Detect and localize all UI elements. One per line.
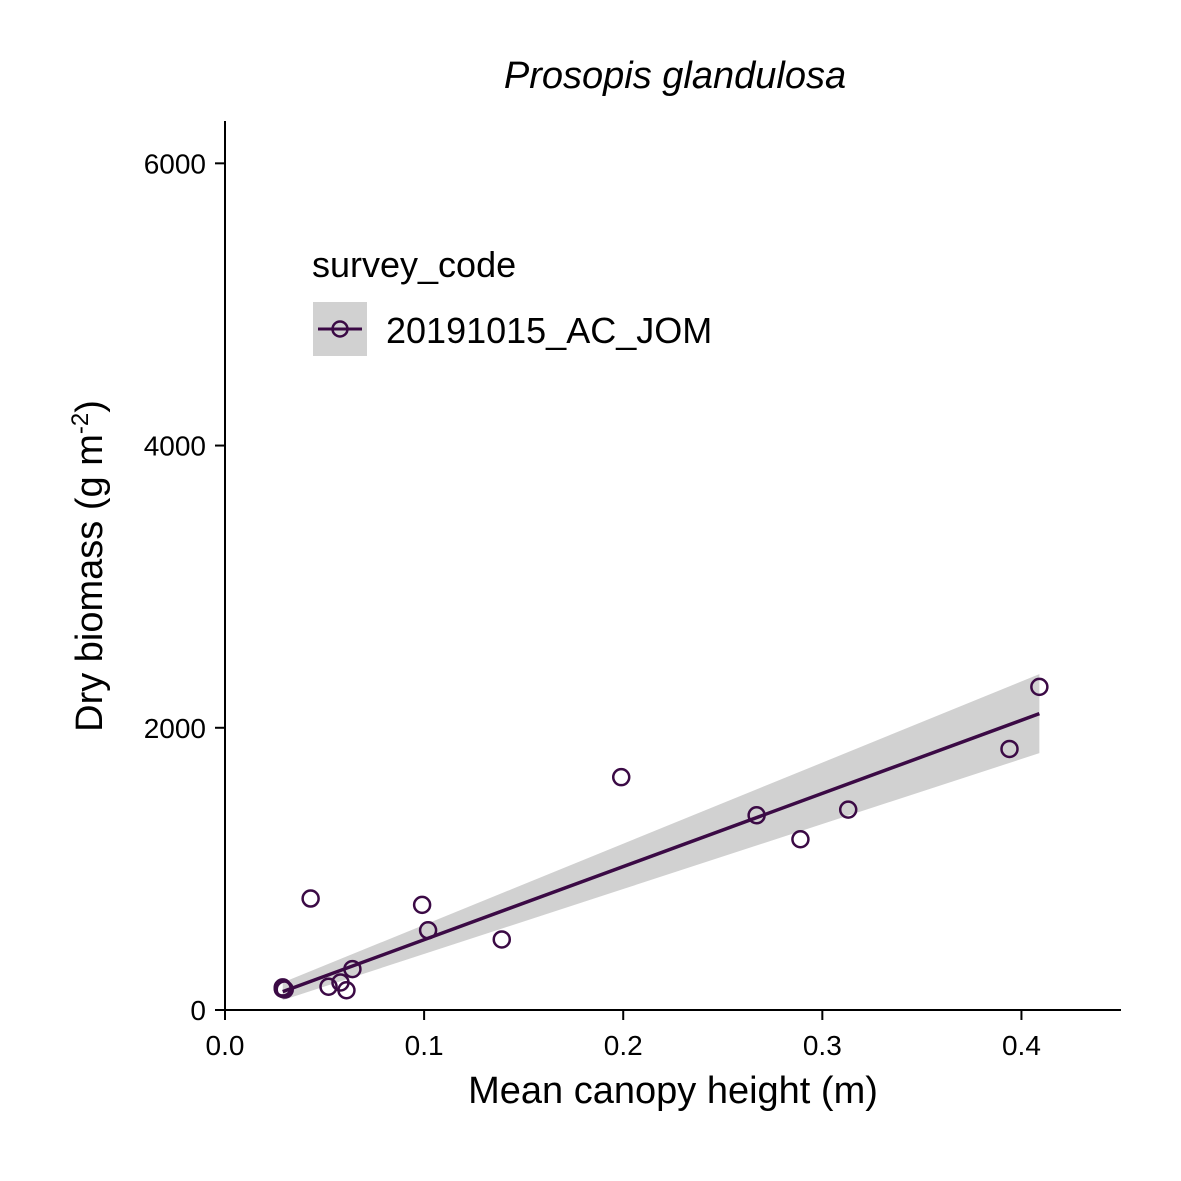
data-point	[1030, 677, 1049, 697]
confidence-band	[282, 674, 1040, 1001]
y-axis-label-close: )	[69, 400, 111, 413]
x-tick-label: 0.2	[604, 1030, 643, 1061]
data-point	[838, 800, 858, 819]
y-tick-label: 4000	[144, 431, 206, 462]
confidence-band-layer	[282, 674, 1040, 1001]
fit-line-layer	[282, 712, 1040, 994]
data-point	[301, 889, 320, 908]
x-tick-label: 0.1	[405, 1030, 444, 1061]
data-point	[412, 895, 432, 915]
chart-title: Prosopis glandulosa	[504, 55, 846, 97]
x-tick-label: 0.3	[803, 1030, 842, 1061]
y-tick-label: 6000	[144, 148, 206, 179]
data-point	[337, 980, 356, 1000]
data-point	[275, 980, 294, 999]
data-point	[791, 830, 810, 849]
legend-entry-label: 20191015_AC_JOM	[386, 310, 712, 351]
x-axis-ticks: 0.0 0.1 0.2 0.3 0.4	[206, 1010, 1041, 1061]
plot-area	[273, 674, 1049, 1001]
y-axis-label-base: Dry biomass (g m	[69, 434, 111, 732]
data-point	[747, 806, 766, 825]
data-point	[319, 977, 338, 996]
x-tick-label: 0.4	[1002, 1030, 1041, 1061]
data-point	[1000, 739, 1019, 759]
x-tick-label: 0.0	[206, 1030, 245, 1061]
y-axis-label: Dry biomass (g m-2)	[67, 400, 111, 732]
data-point	[492, 930, 512, 949]
legend-title: survey_code	[312, 244, 516, 285]
y-axis-label-superscript: -2	[67, 413, 94, 434]
legend-key-marker	[331, 320, 349, 338]
y-tick-label: 0	[190, 995, 206, 1026]
legend: survey_code 20191015_AC_JOM	[312, 244, 712, 356]
regression-line	[282, 712, 1040, 994]
data-point	[343, 959, 362, 979]
y-tick-label: 2000	[144, 713, 206, 744]
data-point	[418, 921, 438, 940]
points-layer	[273, 677, 1049, 1000]
data-point	[611, 767, 631, 787]
y-axis-ticks: 0 2000 4000 6000	[144, 148, 225, 1026]
x-axis-label: Mean canopy height (m)	[468, 1070, 878, 1112]
